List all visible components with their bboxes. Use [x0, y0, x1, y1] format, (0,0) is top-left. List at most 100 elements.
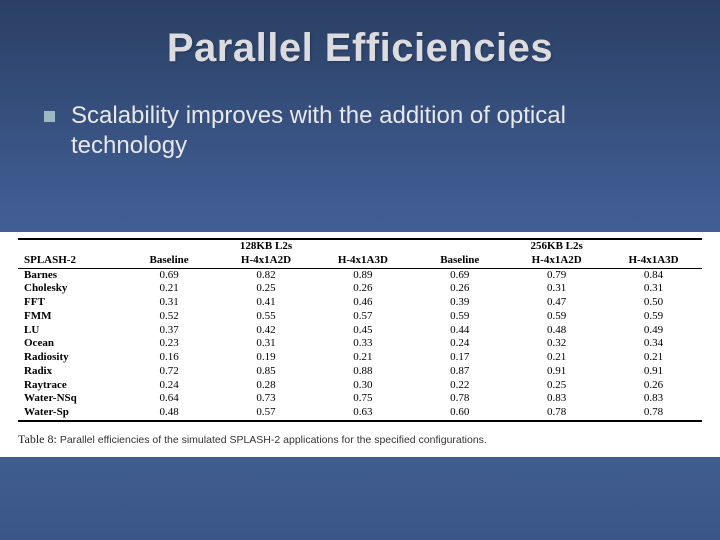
cell-value: 0.85	[218, 365, 315, 379]
row-label: Water-Sp	[18, 406, 121, 421]
cell-value: 0.73	[218, 392, 315, 406]
cell-value: 0.24	[121, 379, 218, 393]
header-label: SPLASH-2	[18, 254, 121, 268]
cell-value: 0.69	[411, 268, 508, 282]
cell-value: 0.33	[314, 337, 411, 351]
cell-value: 0.79	[508, 268, 605, 282]
cell-value: 0.41	[218, 296, 315, 310]
cell-value: 0.37	[121, 324, 218, 338]
cell-value: 0.31	[121, 296, 218, 310]
row-label: Water-NSq	[18, 392, 121, 406]
cell-value: 0.42	[218, 324, 315, 338]
row-label: FMM	[18, 310, 121, 324]
table-row: LU0.370.420.450.440.480.49	[18, 324, 702, 338]
cell-value: 0.83	[605, 392, 702, 406]
table-row: Radix0.720.850.880.870.910.91	[18, 365, 702, 379]
cell-value: 0.48	[121, 406, 218, 421]
cell-value: 0.45	[314, 324, 411, 338]
row-label: FFT	[18, 296, 121, 310]
cell-value: 0.82	[218, 268, 315, 282]
cell-value: 0.25	[508, 379, 605, 393]
caption-label: Table 8:	[18, 432, 57, 446]
efficiency-table: 128KB L2s 256KB L2s SPLASH-2 Baseline H-…	[18, 238, 702, 422]
table-row: Raytrace0.240.280.300.220.250.26	[18, 379, 702, 393]
cell-value: 0.48	[508, 324, 605, 338]
bullet-item: Scalability improves with the addition o…	[0, 71, 720, 161]
cell-value: 0.46	[314, 296, 411, 310]
cell-value: 0.49	[605, 324, 702, 338]
row-label: Cholesky	[18, 282, 121, 296]
cell-value: 0.34	[605, 337, 702, 351]
table-row: Radiosity0.160.190.210.170.210.21	[18, 351, 702, 365]
cell-value: 0.72	[121, 365, 218, 379]
bullet-text: Scalability improves with the addition o…	[71, 101, 680, 161]
col-h4x1a3d-1: H-4x1A3D	[314, 254, 411, 268]
table-row: Barnes0.690.820.890.690.790.84	[18, 268, 702, 282]
table-caption: Table 8: Parallel efficiencies of the si…	[18, 422, 702, 447]
caption-text: Parallel efficiencies of the simulated S…	[60, 434, 487, 446]
table-row: Ocean0.230.310.330.240.320.34	[18, 337, 702, 351]
cell-value: 0.89	[314, 268, 411, 282]
cell-value: 0.69	[121, 268, 218, 282]
cell-value: 0.16	[121, 351, 218, 365]
cell-value: 0.91	[508, 365, 605, 379]
cell-value: 0.39	[411, 296, 508, 310]
cell-value: 0.57	[218, 406, 315, 421]
cell-value: 0.59	[411, 310, 508, 324]
cell-value: 0.59	[508, 310, 605, 324]
cell-value: 0.22	[411, 379, 508, 393]
col-h4x1a2d-2: H-4x1A2D	[508, 254, 605, 268]
cell-value: 0.78	[411, 392, 508, 406]
cell-value: 0.91	[605, 365, 702, 379]
cell-value: 0.63	[314, 406, 411, 421]
cell-value: 0.78	[605, 406, 702, 421]
col-baseline-1: Baseline	[121, 254, 218, 268]
cell-value: 0.28	[218, 379, 315, 393]
col-baseline-2: Baseline	[411, 254, 508, 268]
table-row: FMM0.520.550.570.590.590.59	[18, 310, 702, 324]
slide: Parallel Efficiencies Scalability improv…	[0, 0, 720, 540]
cell-value: 0.31	[605, 282, 702, 296]
cell-value: 0.78	[508, 406, 605, 421]
cell-value: 0.88	[314, 365, 411, 379]
page-title: Parallel Efficiencies	[0, 0, 720, 71]
cell-value: 0.26	[411, 282, 508, 296]
cell-value: 0.24	[411, 337, 508, 351]
cell-value: 0.87	[411, 365, 508, 379]
table-row: Cholesky0.210.250.260.260.310.31	[18, 282, 702, 296]
cell-value: 0.60	[411, 406, 508, 421]
group-header-row: 128KB L2s 256KB L2s	[18, 239, 702, 254]
cell-value: 0.21	[314, 351, 411, 365]
table-head: 128KB L2s 256KB L2s SPLASH-2 Baseline H-…	[18, 239, 702, 268]
table-container: 128KB L2s 256KB L2s SPLASH-2 Baseline H-…	[0, 232, 720, 457]
cell-value: 0.25	[218, 282, 315, 296]
row-label: Barnes	[18, 268, 121, 282]
cell-value: 0.84	[605, 268, 702, 282]
cell-value: 0.55	[218, 310, 315, 324]
cell-value: 0.57	[314, 310, 411, 324]
table-row: FFT0.310.410.460.390.470.50	[18, 296, 702, 310]
table-row: Water-NSq0.640.730.750.780.830.83	[18, 392, 702, 406]
cell-value: 0.21	[508, 351, 605, 365]
cell-value: 0.21	[121, 282, 218, 296]
cell-value: 0.50	[605, 296, 702, 310]
cell-value: 0.19	[218, 351, 315, 365]
group-header-2: 256KB L2s	[411, 239, 702, 254]
row-label: Raytrace	[18, 379, 121, 393]
row-label: Radiosity	[18, 351, 121, 365]
cell-value: 0.23	[121, 337, 218, 351]
col-h4x1a2d-1: H-4x1A2D	[218, 254, 315, 268]
cell-value: 0.47	[508, 296, 605, 310]
cell-value: 0.64	[121, 392, 218, 406]
cell-value: 0.17	[411, 351, 508, 365]
row-label: Ocean	[18, 337, 121, 351]
square-bullet-icon	[44, 111, 55, 122]
cell-value: 0.31	[508, 282, 605, 296]
group-header-1: 128KB L2s	[121, 239, 412, 254]
table-body: Barnes0.690.820.890.690.790.84Cholesky0.…	[18, 268, 702, 421]
cell-value: 0.52	[121, 310, 218, 324]
cell-value: 0.21	[605, 351, 702, 365]
cell-value: 0.26	[605, 379, 702, 393]
cell-value: 0.83	[508, 392, 605, 406]
cell-value: 0.32	[508, 337, 605, 351]
